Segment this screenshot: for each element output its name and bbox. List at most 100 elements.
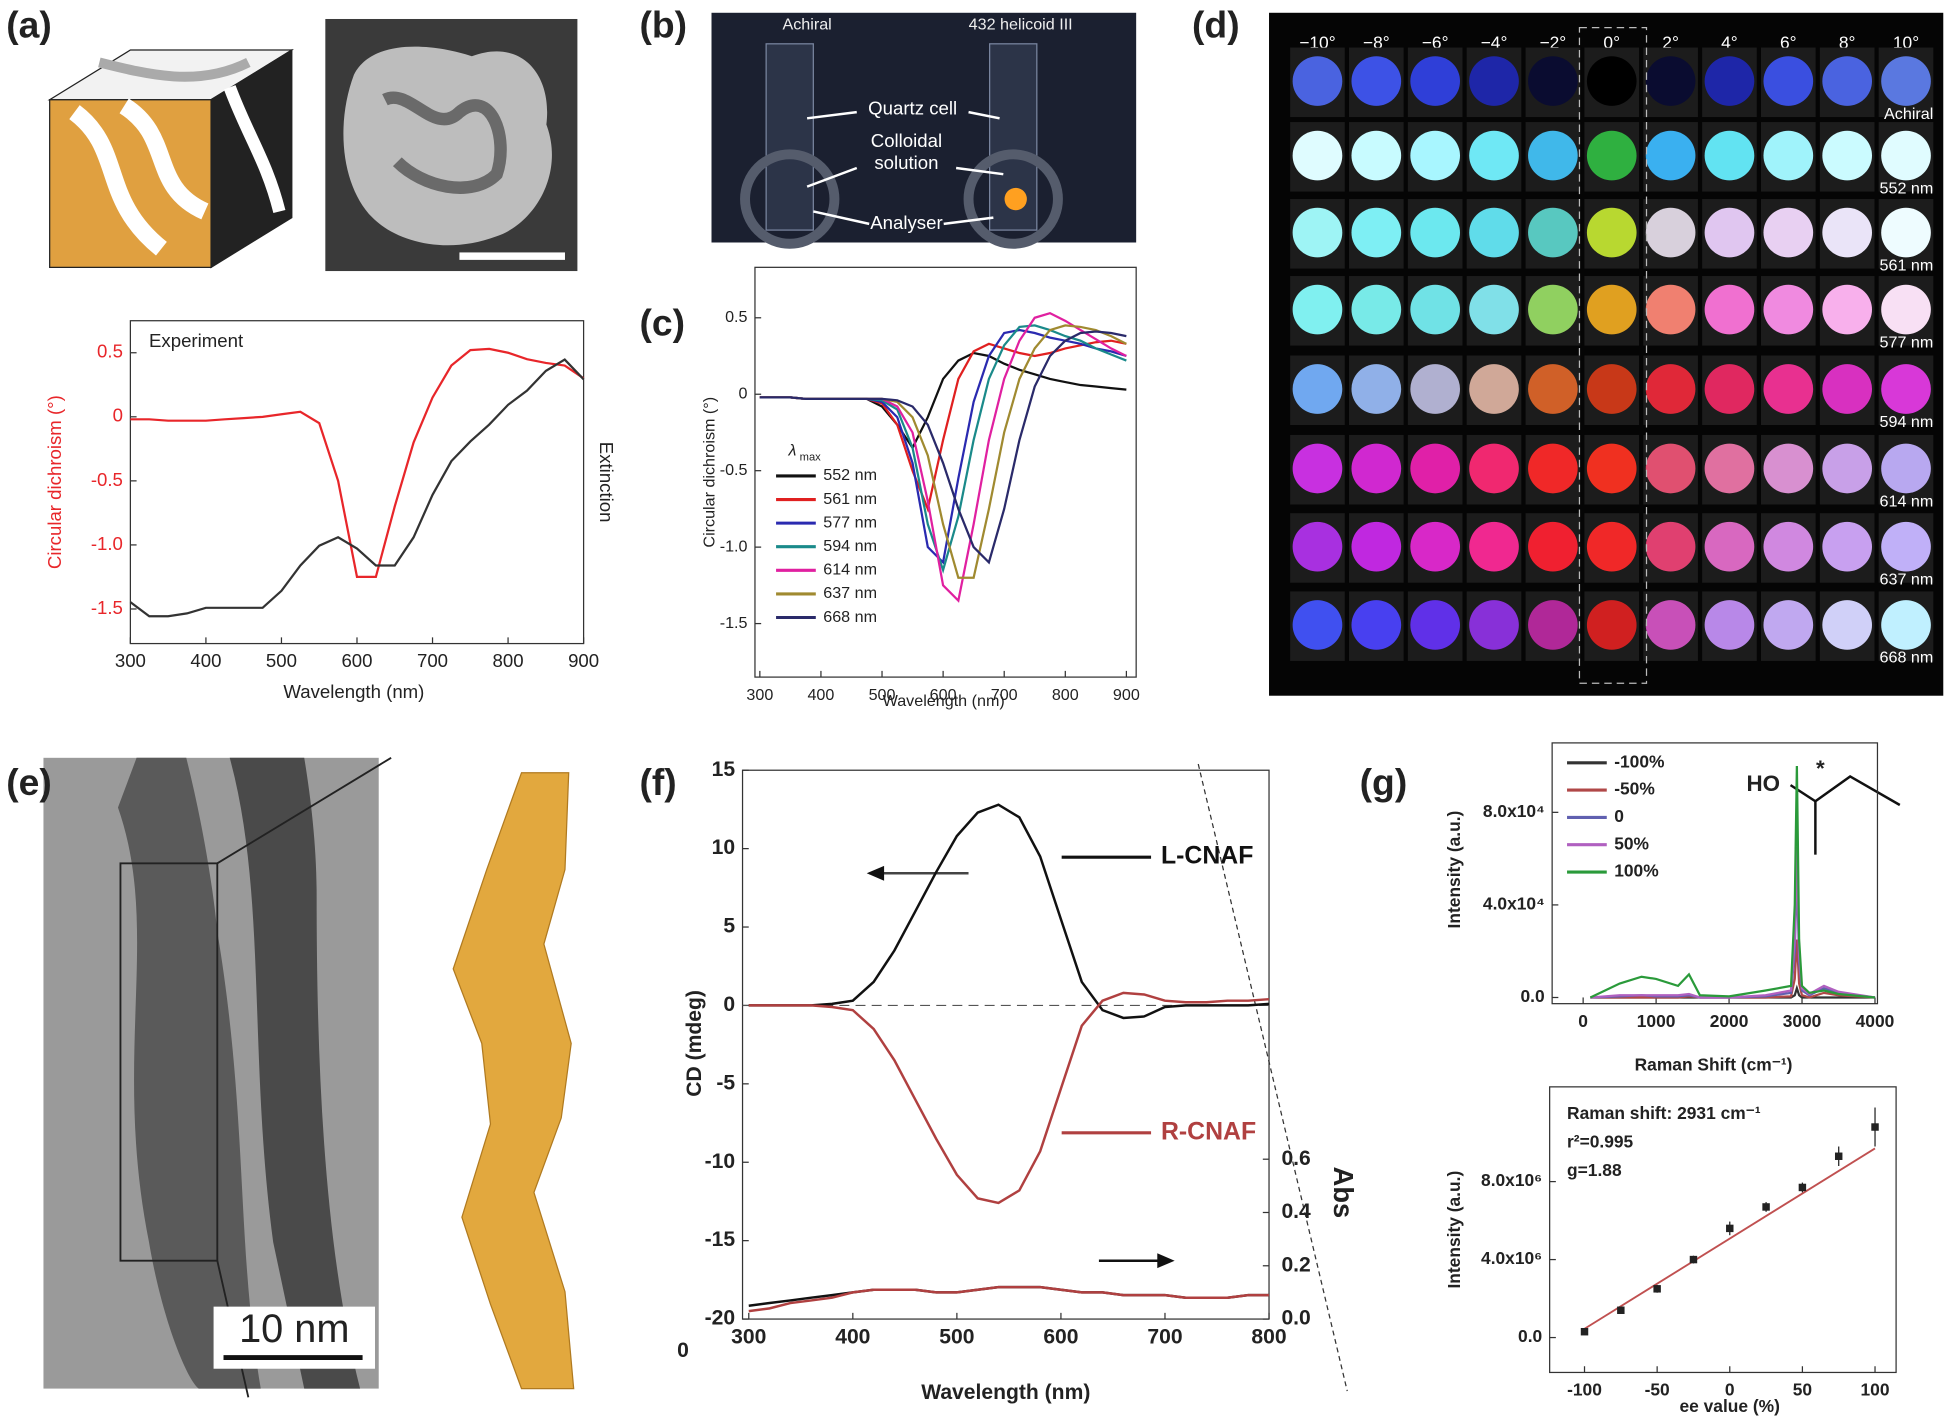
color-spot	[1645, 284, 1696, 335]
row-label: 594 nm	[1880, 413, 1934, 431]
color-spot	[1469, 207, 1519, 258]
color-spot	[1351, 521, 1402, 572]
color-spot	[1410, 207, 1461, 258]
series-line	[129, 358, 585, 618]
color-spot	[1586, 443, 1637, 494]
color-spot	[1645, 56, 1696, 106]
x-tick-label: 500	[869, 686, 896, 704]
x-tick-label: 700	[1147, 1325, 1182, 1348]
x-tick-label: 1000	[1637, 1011, 1676, 1031]
legend-label: 100%	[1614, 861, 1658, 881]
color-spot	[1881, 207, 1931, 258]
color-spot	[1645, 207, 1696, 258]
x-tick-label: 300	[115, 650, 146, 671]
legend-label: L-CNAF	[1161, 843, 1253, 870]
y-tick-label: 0.5	[725, 308, 747, 326]
legend-label: 594 nm	[823, 537, 877, 555]
annotation: *	[1816, 756, 1825, 781]
x-tick-label: 600	[1043, 1325, 1078, 1348]
plot-frame	[1551, 742, 1879, 1005]
molecule	[1789, 774, 1901, 807]
color-spot	[1351, 284, 1402, 335]
color-spot	[1410, 364, 1461, 414]
photo-label: Quartz cell	[868, 98, 957, 119]
cell-photo	[711, 12, 1137, 249]
x-tick-label: 2000	[1710, 1011, 1749, 1031]
x-axis-label: Raman Shift (cm⁻¹)	[1635, 1054, 1793, 1074]
y2-tick-label: 0.0	[1281, 1307, 1310, 1330]
y-tick-label: -1.0	[720, 537, 748, 555]
x-tick-label: 400	[190, 650, 221, 671]
legend-label: 614 nm	[823, 561, 877, 579]
y2-tick-label: 0.6	[1281, 1147, 1310, 1170]
photo-label: 432 helicoid III	[969, 15, 1073, 33]
color-spot	[1528, 284, 1578, 335]
y-axis-label: Circular dichroism (°)	[44, 395, 65, 569]
color-spot	[1763, 56, 1814, 106]
color-spot	[1410, 130, 1461, 181]
color-spot	[1351, 364, 1402, 414]
color-spot	[1822, 130, 1873, 181]
panel-label: (a)	[6, 4, 52, 46]
point	[1762, 1203, 1770, 1211]
color-spot	[1822, 56, 1873, 106]
legend-label: -50%	[1614, 779, 1655, 799]
y-axis-label: Intensity (a.u.)	[1444, 1171, 1464, 1289]
panel-label: (d)	[1192, 4, 1240, 46]
x-tick-label: -50	[1645, 1380, 1670, 1400]
point	[1580, 1327, 1589, 1336]
color-spot	[1704, 600, 1755, 650]
color-spot	[1469, 521, 1519, 572]
plot-frame	[129, 320, 585, 645]
color-spot	[1881, 600, 1931, 650]
color-spot	[1292, 364, 1343, 414]
color-spot	[1528, 56, 1578, 106]
color-spot	[1645, 600, 1696, 650]
x-tick-label: 700	[417, 650, 448, 671]
plot-frame	[754, 266, 1137, 678]
series-line	[1590, 939, 1876, 999]
color-spot	[1586, 207, 1637, 258]
color-spot	[1410, 284, 1461, 335]
color-spot	[1410, 56, 1461, 106]
helix-model	[452, 772, 575, 1390]
x-tick-label: 800	[493, 650, 524, 671]
color-spot	[1763, 284, 1814, 335]
color-spot	[1763, 130, 1814, 181]
x-tick-label: -100	[1567, 1380, 1602, 1400]
y-tick-label: 10	[712, 836, 735, 859]
x-tick-label: 900	[568, 650, 599, 671]
photo-label: Analyser	[870, 212, 942, 233]
y2-axis-label: Extinction	[596, 442, 617, 523]
color-spot	[1351, 443, 1402, 494]
color-spot	[1528, 443, 1578, 494]
color-spot	[1528, 130, 1578, 181]
tem-image	[43, 757, 392, 1398]
y2-axis-label: Abs	[1328, 1167, 1359, 1219]
x-tick-label: 700	[991, 686, 1018, 704]
x-tick-label: 4000	[1856, 1011, 1895, 1031]
point	[1617, 1306, 1625, 1314]
color-spot	[1763, 521, 1814, 572]
color-spot	[1822, 521, 1873, 572]
plot-frame	[1549, 1086, 1897, 1374]
annotation: HO	[1746, 771, 1780, 796]
color-spot	[1586, 56, 1637, 106]
color-spot	[1292, 284, 1343, 335]
cube-illustration	[47, 48, 294, 269]
color-spot	[1586, 364, 1637, 414]
x-tick-label: 400	[835, 1325, 870, 1348]
series-line	[748, 803, 1270, 1020]
color-spot	[1822, 364, 1873, 414]
color-spot	[1351, 130, 1402, 181]
color-spot	[1351, 56, 1402, 106]
annotation: g=1.88	[1567, 1160, 1622, 1180]
y-tick-label: 0.5	[97, 341, 123, 362]
fit-line	[1584, 1147, 1876, 1330]
color-spot	[1822, 600, 1873, 650]
color-spot	[1881, 364, 1931, 414]
annotation: Raman shift: 2931 cm⁻¹	[1567, 1103, 1761, 1123]
row-label: 637 nm	[1880, 571, 1934, 589]
